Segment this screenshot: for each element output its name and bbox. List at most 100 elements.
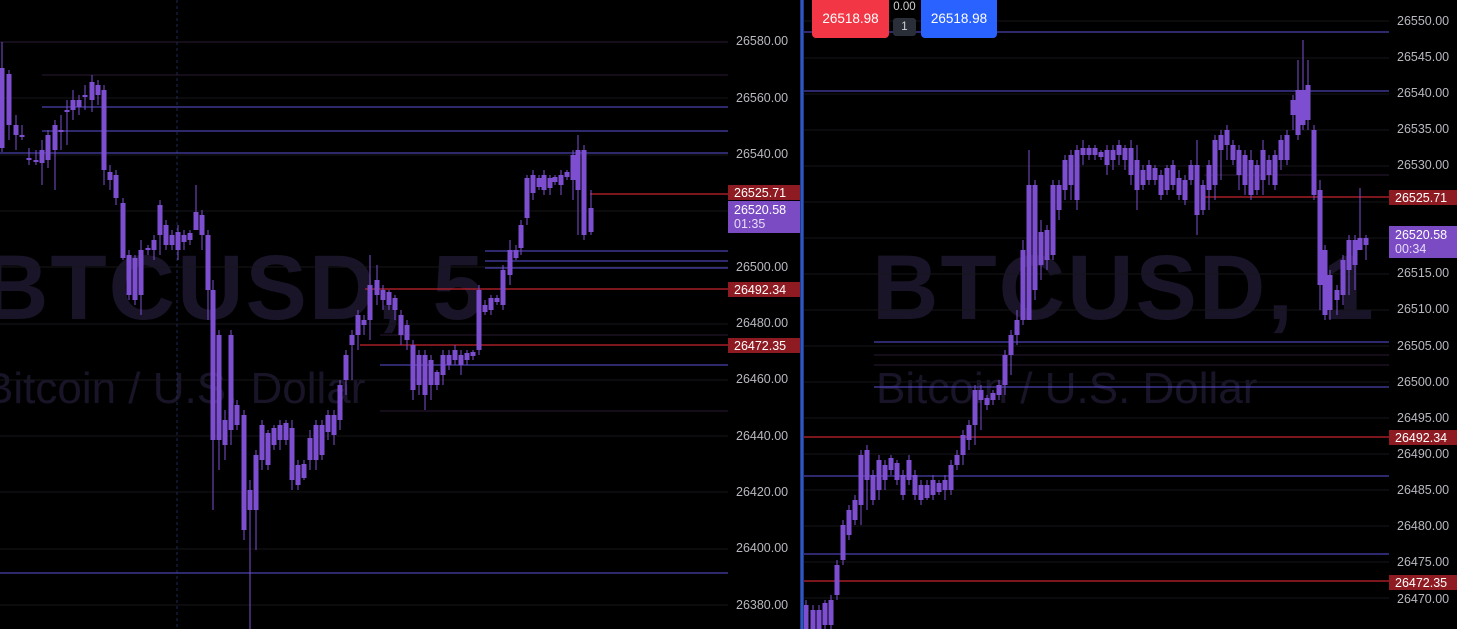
candle-body xyxy=(349,335,355,345)
candle-body xyxy=(1002,355,1008,385)
candle-body xyxy=(33,160,39,162)
candle-body xyxy=(1032,185,1038,290)
candle-body xyxy=(58,130,64,132)
candle-body xyxy=(513,250,519,258)
candle-body xyxy=(966,425,972,440)
candle-body xyxy=(205,235,211,290)
candle-body xyxy=(95,85,101,95)
candle-body xyxy=(325,415,331,432)
buy-button[interactable]: 26518.98 xyxy=(921,0,997,38)
price-line-label: 26472.35 xyxy=(728,338,800,353)
candle-body xyxy=(924,485,930,498)
candle-body xyxy=(1140,170,1146,185)
price-line-label: 26472.35 xyxy=(1389,575,1457,590)
candle-body xyxy=(1311,130,1317,195)
candle-body xyxy=(52,125,58,150)
candle-body xyxy=(1327,275,1333,310)
axis-tick: 26580.00 xyxy=(736,34,789,48)
axis-tick: 26460.00 xyxy=(736,372,789,386)
axis-tick: 26485.00 xyxy=(1397,483,1450,497)
candle-body xyxy=(398,315,404,335)
candle-body xyxy=(1020,250,1026,320)
candle-body xyxy=(1098,152,1104,157)
candle-body xyxy=(1188,165,1194,180)
sell-button[interactable]: 26518.98 xyxy=(812,0,889,38)
bar-countdown: 01:35 xyxy=(734,217,766,231)
candle-body xyxy=(1128,148,1134,175)
axis-tick: 26530.00 xyxy=(1397,158,1450,172)
candle-body xyxy=(1014,320,1020,335)
candle-body xyxy=(1352,240,1358,265)
candle-body xyxy=(575,150,581,190)
candle-body xyxy=(1050,185,1056,255)
candle-body xyxy=(13,125,19,135)
candle-body xyxy=(452,350,458,360)
candle-body xyxy=(283,423,289,440)
candle-body xyxy=(247,490,253,510)
candle-body xyxy=(1334,290,1340,300)
candle-body xyxy=(558,175,564,185)
candle-body xyxy=(199,215,205,235)
candle-body xyxy=(882,465,888,480)
price-plot[interactable] xyxy=(0,0,728,629)
candle-body xyxy=(1182,180,1188,200)
candle-body xyxy=(942,480,948,490)
candle-body xyxy=(1357,238,1363,250)
candle-body xyxy=(834,565,840,595)
candle-body xyxy=(960,435,966,455)
candle-body xyxy=(1346,240,1352,270)
candle-body xyxy=(816,610,822,629)
candle-body xyxy=(307,438,313,460)
candle-body xyxy=(331,415,337,435)
candle-body xyxy=(151,240,157,250)
axis-tick: 26495.00 xyxy=(1397,411,1450,425)
candle-body xyxy=(120,203,126,258)
axis-tick: 26560.00 xyxy=(736,91,789,105)
candle-body xyxy=(1122,148,1128,160)
candle-body xyxy=(313,425,319,460)
candle-body xyxy=(422,355,428,395)
candle-body xyxy=(446,355,452,365)
chart-pane-5m[interactable]: BTCUSD, 5 Bitcoin / U.S. Dollar 26580.00… xyxy=(0,0,800,629)
candle-body xyxy=(1340,260,1346,295)
candle-body xyxy=(210,290,216,440)
candle-body xyxy=(241,415,247,530)
candle-body xyxy=(1026,185,1032,320)
candle-body xyxy=(101,90,107,170)
candle-body xyxy=(1080,148,1086,155)
candle-body xyxy=(1062,160,1068,190)
axis-tick: 26505.00 xyxy=(1397,339,1450,353)
axis-tick: 26550.00 xyxy=(1397,14,1450,28)
candle-body xyxy=(70,100,76,110)
candle-body xyxy=(1300,90,1306,125)
candle-body xyxy=(1116,145,1122,155)
price-axis[interactable]: 26550.00 26545.00 26540.00 26535.00 2653… xyxy=(1389,0,1457,629)
candle-body xyxy=(157,205,163,235)
candle-body xyxy=(930,480,936,495)
candle-body xyxy=(972,390,978,425)
candle-body xyxy=(319,425,325,455)
axis-tick: 26500.00 xyxy=(1397,375,1450,389)
quantity-field[interactable]: 1 xyxy=(893,18,916,36)
price-axis[interactable]: 26580.00 26560.00 26540.00 26500.00 2648… xyxy=(728,0,800,629)
candle-body xyxy=(1194,165,1200,215)
candle-body xyxy=(1224,130,1230,145)
candle-body xyxy=(1278,140,1284,160)
candle-body xyxy=(990,393,996,400)
chart-pane-1m[interactable]: BTCUSD, 1 Bitcoin / U.S. Dollar 26550.00… xyxy=(804,0,1457,629)
candle-body xyxy=(1290,100,1296,115)
candle-body xyxy=(804,605,809,629)
candle-body xyxy=(954,455,960,465)
pane-divider[interactable] xyxy=(800,0,804,629)
candle-body xyxy=(265,433,271,465)
candle-body xyxy=(984,398,990,405)
candle-body xyxy=(1056,185,1062,210)
price-plot[interactable] xyxy=(804,0,1389,629)
axis-tick: 26490.00 xyxy=(1397,447,1450,461)
candle-body xyxy=(126,255,132,295)
axis-tick: 26400.00 xyxy=(736,541,789,555)
axis-tick: 26515.00 xyxy=(1397,266,1450,280)
candle-body xyxy=(1266,160,1272,175)
candle-body xyxy=(1146,165,1152,180)
candle-body xyxy=(113,175,119,198)
